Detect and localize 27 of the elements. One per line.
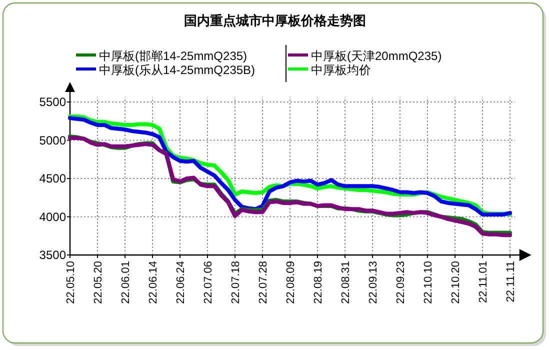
legend-label: 中厚板(乐从14-25mmQ235B): [99, 63, 256, 77]
x-tick-label: 22.08.09: [285, 261, 297, 304]
y-tick-label: 4500: [39, 172, 66, 186]
legend-label: 中厚板均价: [311, 63, 371, 77]
x-tick-label: 22.09.13: [368, 261, 380, 304]
x-tick-label: 22.07.18: [230, 261, 242, 304]
x-tick-label: 22.07.28: [258, 261, 270, 304]
legend-label: 中厚板(邯郸14-25mmQ235): [99, 49, 248, 63]
x-tick-label: 22.06.14: [148, 261, 160, 304]
x-tick-label: 22.11.11: [505, 261, 517, 302]
y-tick-label: 3500: [39, 248, 66, 262]
x-tick-label: 22.05.20: [92, 261, 104, 304]
y-tick-label: 4000: [39, 210, 66, 224]
x-tick-label: 22.07.06: [202, 261, 214, 304]
x-tick-label: 22.06.01: [120, 261, 132, 304]
chart-title: 国内重点城市中厚板价格走势图: [184, 13, 366, 28]
x-tick-label: 22.09.23: [395, 261, 407, 304]
x-tick-label: 22.10.10: [422, 261, 434, 304]
x-tick-label: 22.06.24: [175, 261, 187, 304]
x-tick-label: 22.10.20: [450, 261, 462, 304]
y-tick-label: 5500: [39, 95, 66, 109]
x-tick-label: 22.08.19: [312, 261, 324, 304]
x-tick-label: 22.05.10: [65, 261, 77, 304]
x-tick-label: 22.08.31: [340, 261, 352, 304]
y-tick-label: 5000: [39, 133, 66, 148]
legend-label: 中厚板(天津20mmQ235): [311, 49, 442, 63]
x-tick-label: 22.11.01: [478, 261, 490, 304]
